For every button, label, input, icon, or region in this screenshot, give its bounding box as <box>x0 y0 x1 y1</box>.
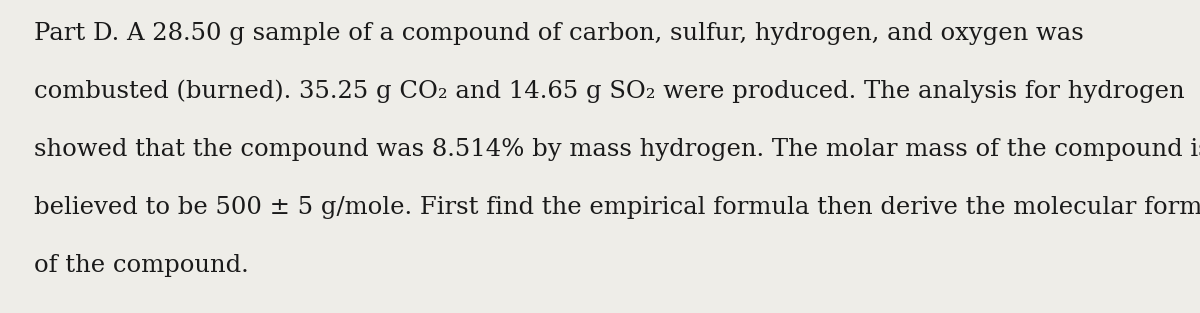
Text: believed to be 500 ± 5 g/mole. First find the empirical formula then derive the : believed to be 500 ± 5 g/mole. First fin… <box>34 196 1200 218</box>
Text: combusted (burned). 35.25 g CO₂ and 14.65 g SO₂ were produced. The analysis for : combusted (burned). 35.25 g CO₂ and 14.6… <box>34 80 1184 103</box>
Text: of the compound.: of the compound. <box>34 254 248 276</box>
Text: showed that the compound was 8.514% by mass hydrogen. The molar mass of the comp: showed that the compound was 8.514% by m… <box>34 138 1200 161</box>
Text: Part D. A 28.50 g sample of a compound of carbon, sulfur, hydrogen, and oxygen w: Part D. A 28.50 g sample of a compound o… <box>34 22 1084 45</box>
